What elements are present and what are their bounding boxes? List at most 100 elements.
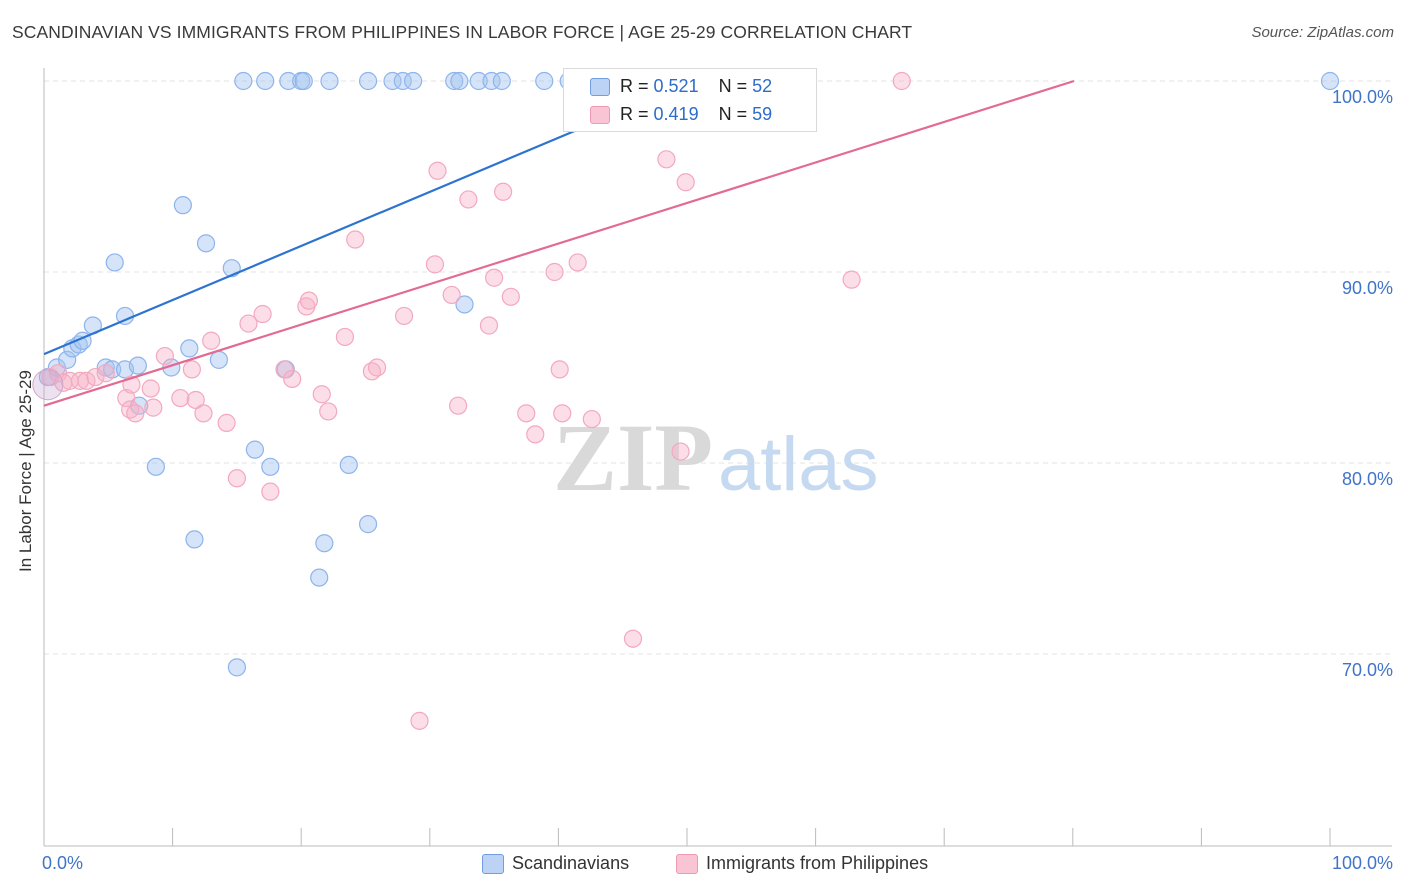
point-philippines xyxy=(217,413,236,432)
watermark-atlas: atlas xyxy=(718,422,879,507)
point-philippines xyxy=(479,316,499,335)
point-scandinavian xyxy=(294,71,313,91)
point-philippines xyxy=(428,161,447,180)
point-scandinavian xyxy=(234,71,253,91)
point-scandinavian xyxy=(146,457,165,476)
point-scandinavian xyxy=(227,658,246,677)
point-philippines xyxy=(485,268,504,287)
axes xyxy=(43,68,1392,847)
y-tick-label: 90.0% xyxy=(1342,278,1393,298)
legend-n-value: 52 xyxy=(752,76,773,96)
point-philippines xyxy=(126,404,145,423)
point-philippines xyxy=(568,253,587,272)
y-tick-label: 70.0% xyxy=(1342,660,1393,680)
point-scandinavian xyxy=(469,71,488,91)
point-scandinavian xyxy=(245,440,265,459)
y-axis-label-wrap: In Labor Force | Age 25-29 xyxy=(16,340,40,600)
point-philippines xyxy=(676,173,695,192)
point-scandinavian xyxy=(339,455,358,475)
point-scandinavian xyxy=(128,356,147,375)
point-scandinavian xyxy=(320,71,339,91)
bottom-legend-swatch-pink xyxy=(676,854,698,874)
legend-n-label: N = xyxy=(718,104,748,124)
series-philippines xyxy=(32,71,911,730)
point-philippines xyxy=(550,360,569,379)
point-philippines xyxy=(155,346,174,366)
point-philippines xyxy=(261,482,280,501)
point-philippines xyxy=(141,379,160,398)
point-philippines xyxy=(671,442,690,461)
point-philippines xyxy=(96,364,115,383)
point-philippines xyxy=(553,404,572,423)
y-tick-label: 80.0% xyxy=(1342,469,1393,489)
point-philippines xyxy=(394,306,414,326)
point-scandinavian xyxy=(105,253,124,272)
point-scandinavian xyxy=(173,196,192,215)
point-philippines xyxy=(275,360,294,379)
point-scandinavian xyxy=(383,71,402,91)
point-philippines xyxy=(77,371,96,390)
point-philippines xyxy=(494,182,513,201)
point-scandinavian xyxy=(492,71,511,91)
point-philippines xyxy=(448,396,468,415)
point-philippines xyxy=(367,358,387,377)
source-label: Source: ZipAtlas.com xyxy=(1251,24,1394,41)
point-scandinavian xyxy=(393,71,412,91)
point-scandinavian xyxy=(196,234,216,253)
point-scandinavian xyxy=(310,568,329,587)
point-philippines xyxy=(144,398,163,417)
point-cluster xyxy=(32,369,64,401)
watermark-zip: ZIP xyxy=(553,404,713,511)
point-scandinavian xyxy=(279,71,298,91)
x-tick-label: 0.0% xyxy=(42,853,83,873)
point-philippines xyxy=(171,388,190,408)
point-philippines xyxy=(186,390,205,410)
legend-n-label: N = xyxy=(718,76,748,96)
point-philippines xyxy=(86,367,105,387)
point-philippines xyxy=(299,291,319,310)
point-philippines xyxy=(517,404,536,423)
watermark: ZIP atlas xyxy=(553,404,879,511)
point-scandinavian xyxy=(47,358,66,377)
point-philippines xyxy=(526,425,545,444)
point-scandinavian xyxy=(535,71,554,91)
point-philippines xyxy=(501,287,520,306)
point-philippines xyxy=(312,385,331,404)
point-philippines xyxy=(283,369,302,389)
point-scandinavian xyxy=(180,339,199,358)
point-philippines xyxy=(253,304,272,324)
point-scandinavian xyxy=(403,71,423,91)
legend-swatch-blue xyxy=(590,78,610,96)
point-philippines xyxy=(227,469,246,488)
legend-r-value: 0.521 xyxy=(653,76,699,96)
point-scandinavian xyxy=(358,71,378,91)
point-philippines xyxy=(319,402,338,421)
point-philippines xyxy=(623,629,643,648)
bottom-legend-label: Scandinavians xyxy=(512,853,630,873)
point-philippines xyxy=(442,285,461,305)
correlation-legend: R = 0.521 N = 52 R = 0.419 N = 59 xyxy=(563,68,817,132)
legend-r-value: 0.419 xyxy=(653,104,699,124)
point-philippines xyxy=(842,270,861,289)
point-philippines xyxy=(194,404,213,423)
point-philippines xyxy=(117,388,136,408)
point-scandinavian xyxy=(209,350,228,369)
bottom-legend-label: Immigrants from Philippines xyxy=(706,853,929,873)
point-scandinavian xyxy=(450,71,469,91)
y-tick-label: 100.0% xyxy=(1332,87,1393,107)
point-philippines xyxy=(425,255,445,274)
trend-line-philippines xyxy=(43,79,1075,407)
point-scandinavian xyxy=(445,71,464,91)
point-philippines xyxy=(545,262,564,282)
point-scandinavian xyxy=(256,71,275,91)
point-scandinavian xyxy=(261,457,280,476)
point-philippines xyxy=(335,327,355,347)
point-scandinavian xyxy=(185,530,204,549)
legend-swatch-pink xyxy=(590,106,610,124)
legend-r-label: R = xyxy=(620,76,649,96)
point-philippines xyxy=(582,409,601,429)
x-tick-label: 100.0% xyxy=(1332,853,1393,873)
legend-n-value: 59 xyxy=(752,104,773,124)
point-philippines xyxy=(410,711,429,730)
